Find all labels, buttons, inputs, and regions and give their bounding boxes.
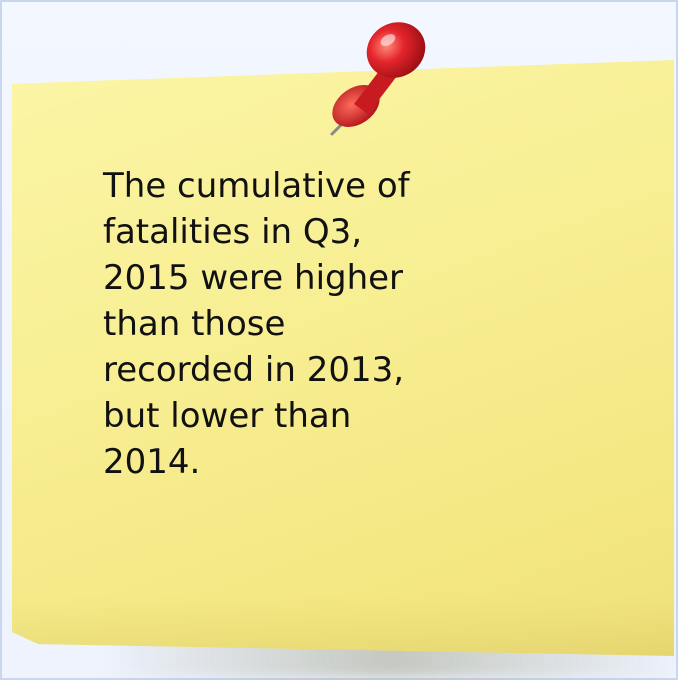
note-text: The cumulative of fatalities in Q3, 2015… [103, 166, 410, 482]
push-pin-icon [330, 22, 426, 136]
